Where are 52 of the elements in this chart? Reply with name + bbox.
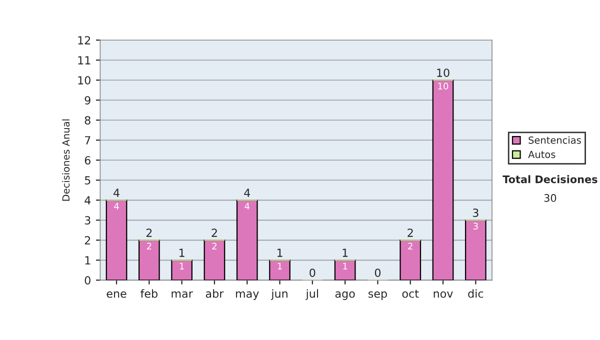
- y-tick-label: 11: [78, 56, 90, 64]
- x-tick-label: mar: [172, 291, 193, 298]
- x-tick-label: sep: [368, 291, 387, 300]
- x-tick-label: abr: [206, 289, 224, 298]
- total-label: 1: [342, 248, 348, 257]
- y-tick-label: 7: [85, 136, 90, 144]
- y-tick-label: 0: [84, 276, 90, 285]
- data-label: 10: [438, 82, 448, 90]
- x-tick-label: nov: [434, 291, 453, 298]
- total-label: 3: [472, 208, 478, 217]
- y-axis-title: Decisiones Anual: [62, 119, 70, 201]
- data-label: 1: [343, 262, 348, 270]
- y-tick-label: 4: [84, 196, 91, 204]
- data-label: 2: [146, 242, 152, 250]
- x-tick-label: jun: [270, 289, 288, 300]
- y-tick-label: 9: [84, 96, 90, 105]
- data-label: 2: [212, 242, 216, 250]
- y-tick-label: 8: [84, 116, 90, 125]
- y-tick-label: 10: [78, 76, 90, 85]
- y-tick-label: 2: [84, 236, 90, 244]
- legend-label: Sentencias: [528, 136, 581, 144]
- total-label: 2: [408, 228, 413, 237]
- data-label: 2: [408, 242, 412, 250]
- data-label: 4: [244, 202, 250, 210]
- y-tick-label: 5: [84, 176, 90, 185]
- x-tick-label: ene: [106, 291, 126, 298]
- y-tick-label: 3: [84, 216, 90, 225]
- x-tick-label: feb: [140, 289, 158, 298]
- x-tick-label: dic: [468, 289, 484, 298]
- y-tick-label: 12: [78, 36, 90, 44]
- total-label: 4: [114, 188, 120, 197]
- y-tick-label: 6: [84, 156, 90, 165]
- x-tick-label: oct: [402, 290, 419, 298]
- y-tick-label: 1: [85, 256, 90, 264]
- total-label: 2: [212, 228, 217, 237]
- x-tick-label: ago: [335, 291, 355, 300]
- x-tick-label: jul: [306, 289, 318, 300]
- data-label: 3: [473, 222, 478, 230]
- total-label: 0: [310, 268, 316, 278]
- data-label: 4: [114, 202, 119, 210]
- data-label: 1: [180, 262, 184, 270]
- total-label: 2: [146, 228, 152, 237]
- legend-label: Autos: [528, 150, 556, 158]
- total-label: 10: [437, 68, 450, 77]
- total-label: 1: [180, 248, 184, 257]
- total-label: 0: [374, 268, 381, 278]
- total-label: 4: [244, 188, 250, 197]
- text: Total Decisiones: [502, 175, 598, 184]
- x-tick-label: may: [236, 291, 259, 300]
- text: 30: [544, 194, 556, 202]
- total-label: 1: [277, 248, 282, 257]
- data-label: 1: [278, 262, 282, 270]
